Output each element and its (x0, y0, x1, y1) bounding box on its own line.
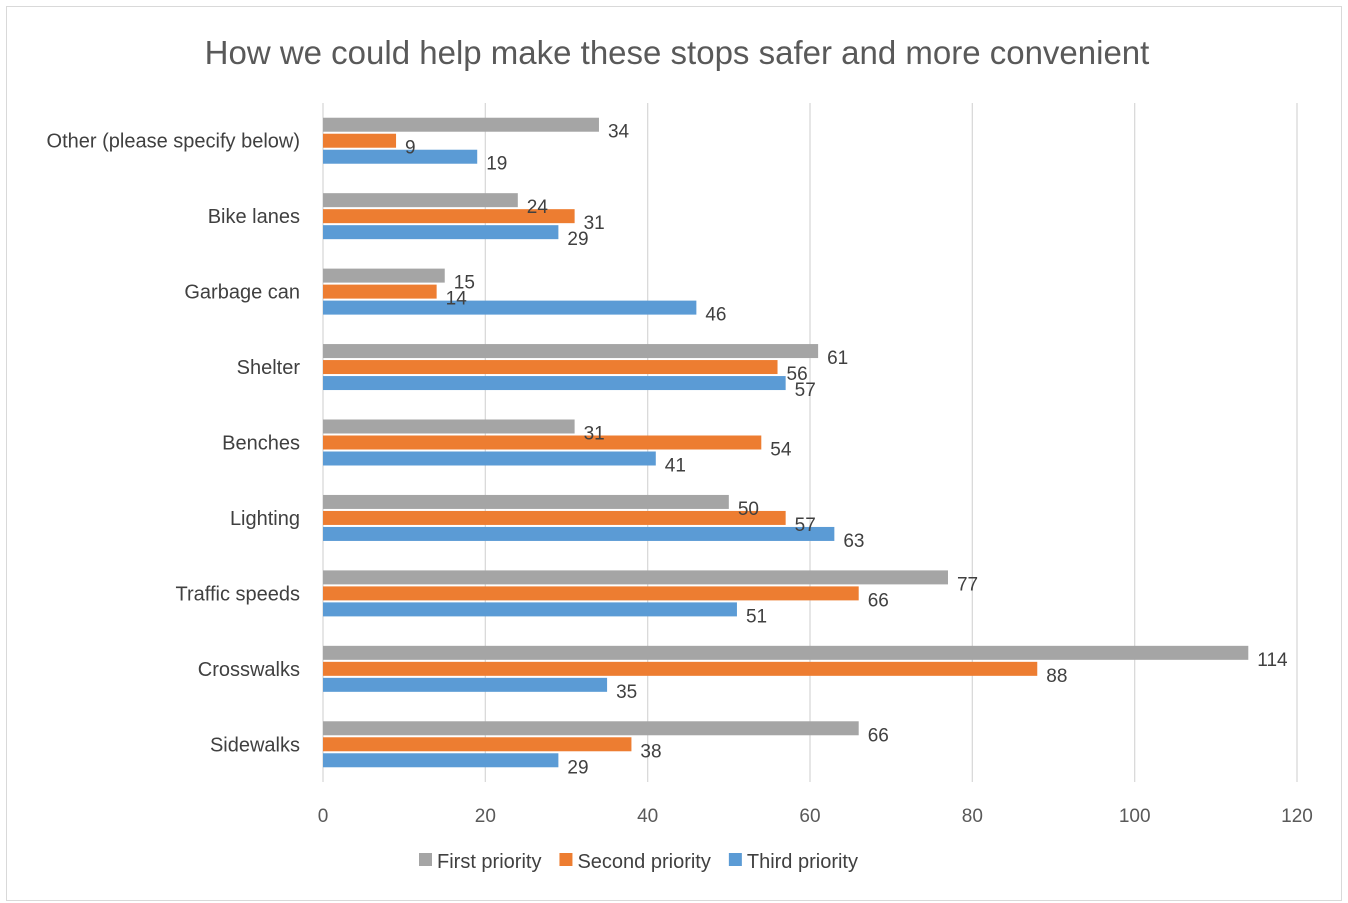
bar (323, 737, 632, 752)
data-label: 114 (1257, 650, 1288, 671)
data-label: 29 (567, 229, 588, 250)
category-label: Lighting (230, 508, 300, 530)
bar (323, 661, 1038, 676)
legend-swatch (559, 853, 573, 866)
bar (323, 225, 559, 240)
data-label: 66 (868, 590, 889, 611)
data-label: 35 (616, 682, 637, 703)
data-label: 14 (446, 289, 468, 310)
chart-title: How we could help make these stops safer… (205, 34, 1150, 71)
value-axis: 0 20 40 60 80 100 120 (318, 806, 1313, 827)
bar (323, 677, 608, 692)
data-label: 63 (843, 531, 864, 552)
category-label: Sidewalks (210, 734, 300, 756)
bar (323, 193, 518, 208)
legend-label: First priority (437, 851, 541, 873)
legend-swatch (419, 853, 432, 866)
bar (323, 602, 737, 617)
bar (323, 300, 697, 315)
data-label: 46 (705, 305, 726, 326)
category-label: Benches (222, 433, 300, 455)
bar (323, 117, 599, 132)
bar (323, 344, 819, 359)
bar (323, 419, 575, 434)
legend-label: Second priority (577, 851, 710, 873)
data-label: 57 (795, 515, 816, 536)
data-label: 50 (738, 499, 759, 520)
category-label: Other (please specify below) (47, 131, 300, 153)
bar (323, 376, 786, 391)
data-label: 77 (957, 574, 978, 595)
data-label: 56 (787, 364, 808, 385)
x-tick-label: 0 (318, 806, 329, 827)
bars (323, 117, 1249, 768)
bar (323, 721, 859, 736)
data-label: 29 (567, 757, 588, 778)
x-tick-label: 80 (962, 806, 983, 827)
x-tick-label: 20 (475, 806, 496, 827)
x-tick-label: 100 (1119, 806, 1151, 827)
bar (323, 753, 559, 768)
data-label: 15 (454, 273, 475, 294)
category-axis: Sidewalks Crosswalks Traffic speeds Lightin… (47, 131, 301, 757)
data-label: 66 (868, 725, 889, 746)
x-tick-label: 120 (1281, 806, 1313, 827)
bar (323, 133, 397, 148)
data-label: 31 (584, 424, 605, 445)
legend-label: Third priority (747, 851, 858, 873)
bar (323, 510, 786, 525)
data-label: 41 (665, 456, 686, 477)
chart-area (6, 6, 1342, 901)
data-label: 51 (746, 606, 767, 627)
legend-swatch (728, 853, 742, 866)
data-label: 38 (640, 741, 661, 762)
data-label: 34 (608, 122, 630, 143)
data-label: 57 (795, 380, 816, 401)
category-label: Shelter (237, 357, 301, 379)
data-label: 24 (527, 197, 549, 218)
x-tick-label: 60 (799, 806, 820, 827)
category-label: Garbage can (184, 282, 300, 304)
data-label: 54 (770, 440, 792, 461)
legend: First priority Second priority Third prior… (419, 851, 858, 873)
data-labels: 6638291148835776651505763315441615657151… (405, 122, 1288, 779)
bar (323, 494, 729, 509)
category-label: Traffic speeds (175, 583, 300, 605)
bar (323, 268, 445, 283)
data-label: 19 (486, 154, 507, 175)
bar (323, 435, 762, 450)
data-label: 88 (1046, 666, 1067, 687)
bar (323, 645, 1249, 660)
data-label: 61 (827, 348, 848, 369)
data-label: 9 (405, 138, 416, 159)
category-label: Crosswalks (198, 659, 300, 681)
bar (323, 149, 478, 164)
category-label: Bike lanes (208, 206, 300, 228)
data-label: 31 (584, 213, 605, 234)
bar (323, 209, 575, 224)
bar (323, 526, 835, 541)
x-tick-label: 40 (637, 806, 658, 827)
bar (323, 360, 778, 375)
bar (323, 586, 859, 601)
bar (323, 570, 948, 585)
bar (323, 451, 656, 466)
bar (323, 284, 437, 299)
